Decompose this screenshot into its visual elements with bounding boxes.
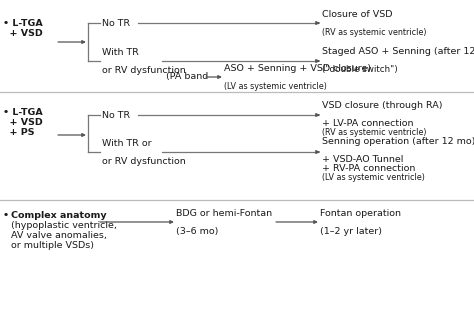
Text: Closure of VSD: Closure of VSD xyxy=(322,10,392,19)
Text: (RV as systemic ventricle): (RV as systemic ventricle) xyxy=(322,28,427,37)
Text: With TR: With TR xyxy=(102,48,139,57)
Text: Senning operation (after 12 mo): Senning operation (after 12 mo) xyxy=(322,137,474,146)
Text: Complex anatomy: Complex anatomy xyxy=(11,211,107,220)
Text: + VSD: + VSD xyxy=(3,29,43,38)
Text: • L-TGA: • L-TGA xyxy=(3,19,43,28)
Text: + VSD-AO Tunnel: + VSD-AO Tunnel xyxy=(322,155,403,164)
Text: + PS: + PS xyxy=(3,128,35,137)
Text: (LV as systemic ventricle): (LV as systemic ventricle) xyxy=(224,82,327,91)
Text: Staged ASO + Senning (after 12 mo): Staged ASO + Senning (after 12 mo) xyxy=(322,47,474,56)
Text: + RV-PA connection: + RV-PA connection xyxy=(322,164,415,173)
Text: ("double switch"): ("double switch") xyxy=(322,65,398,74)
Text: or RV dysfunction: or RV dysfunction xyxy=(102,157,186,166)
Text: (1–2 yr later): (1–2 yr later) xyxy=(320,227,382,236)
Text: (PA band: (PA band xyxy=(166,73,208,82)
Text: •: • xyxy=(3,211,12,220)
Text: No TR: No TR xyxy=(102,19,130,28)
Text: or multiple VSDs): or multiple VSDs) xyxy=(11,241,94,250)
Text: + LV-PA connection: + LV-PA connection xyxy=(322,119,413,128)
Text: + VSD: + VSD xyxy=(3,118,43,127)
Text: (LV as systemic ventricle): (LV as systemic ventricle) xyxy=(322,173,425,182)
Text: ASO + Senning + VSD closure): ASO + Senning + VSD closure) xyxy=(224,64,371,73)
Text: AV valve anomalies,: AV valve anomalies, xyxy=(11,231,107,240)
Text: • L-TGA: • L-TGA xyxy=(3,108,43,117)
Text: (hypoplastic ventricle,: (hypoplastic ventricle, xyxy=(11,221,117,230)
Text: Fontan operation: Fontan operation xyxy=(320,209,401,218)
Text: or RV dysfunction: or RV dysfunction xyxy=(102,66,186,75)
Text: (3–6 mo): (3–6 mo) xyxy=(176,227,219,236)
Text: VSD closure (through RA): VSD closure (through RA) xyxy=(322,101,443,110)
Text: No TR: No TR xyxy=(102,110,130,119)
Text: With TR or: With TR or xyxy=(102,139,152,148)
Text: (RV as systemic ventricle): (RV as systemic ventricle) xyxy=(322,128,427,137)
Text: BDG or hemi-Fontan: BDG or hemi-Fontan xyxy=(176,209,272,218)
